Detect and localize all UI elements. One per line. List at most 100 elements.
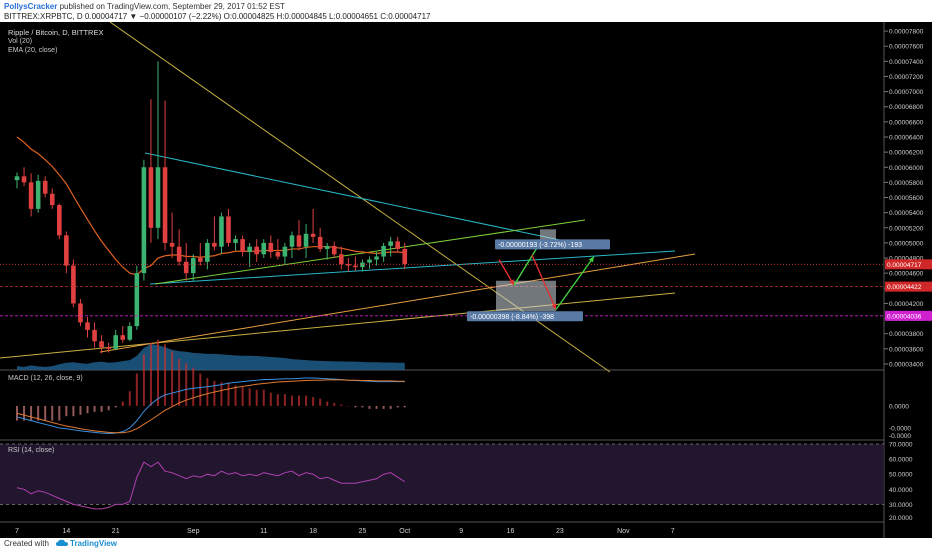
candle-body [85, 322, 90, 330]
macd-histogram-bar [220, 382, 223, 406]
candle-body [92, 329, 97, 342]
measure-label-lower: -0.00000398 (-8.84%) -398 [470, 314, 554, 321]
macd-histogram-bar [403, 405, 406, 408]
macd-histogram-bar [319, 398, 322, 406]
macd-histogram-bar [185, 363, 188, 406]
candle-body [324, 245, 330, 249]
candle-body [374, 256, 379, 260]
legend-title: Ripple / Bitcoin, D, BITTREX [8, 28, 104, 37]
macd-histogram-bar [361, 405, 364, 408]
macd-line [16, 377, 405, 434]
date-tick-label: 11 [260, 528, 267, 535]
macd-histogram-bar [248, 388, 251, 406]
macd-histogram-bar [171, 351, 174, 406]
macd-histogram-bar [255, 389, 258, 406]
candle-body [219, 216, 224, 247]
macd-histogram-bar [305, 395, 308, 406]
chart-area[interactable]: 0.00007800 0.00007600 0.00007400 0.00007200… [0, 22, 932, 538]
tradingview-brand[interactable]: TradingView [56, 538, 117, 548]
candle-body [296, 235, 302, 247]
candle-body [148, 167, 154, 228]
candle-body [162, 167, 168, 243]
macd-histogram-bar [114, 405, 117, 408]
date-tick-label: Oct [399, 528, 410, 535]
symbol-text: BITTREX:XRPBTC, D [4, 12, 83, 21]
tradingview-label: TradingView [70, 539, 117, 548]
price-tick-label: 0.00005800 [889, 180, 924, 187]
candle-body [155, 167, 161, 228]
legend-rsi: RSI (14, close) [8, 447, 55, 454]
price-tick-label: 0.00005000 [889, 240, 924, 247]
candle-body [275, 251, 281, 257]
macd-histogram-bar [241, 386, 244, 406]
candle-body [176, 246, 182, 262]
macd-histogram-bar [290, 395, 293, 406]
candle-body [78, 303, 83, 323]
chart-svg[interactable]: 0.00007800 0.00007600 0.00007400 0.00007200… [0, 22, 932, 538]
candle-body [268, 242, 274, 252]
price-tag-target1-bg [885, 281, 932, 292]
candle-body [14, 176, 20, 181]
price-tick-label: 0.00007000 [889, 89, 924, 96]
candle-body [254, 246, 259, 255]
candle-body [226, 216, 231, 243]
trendline-resistance-teal [144, 152, 561, 241]
macd-histogram-bar [93, 405, 96, 412]
measure-label-upper-bg [495, 239, 610, 250]
price-tick-label: 0.00006000 [889, 165, 924, 172]
macd-histogram-bar [192, 367, 195, 406]
trendline-green [154, 219, 586, 285]
macd-histogram-bar [276, 394, 279, 406]
legend-vol: Vol (20) [8, 38, 33, 45]
candle-body [367, 259, 372, 263]
candle-body [360, 262, 365, 268]
macd-histogram-bar [157, 339, 159, 406]
price-tick-label: 0.00006200 [889, 150, 924, 157]
macd-histogram-bar [164, 344, 167, 406]
candle-body [21, 176, 27, 183]
candle-body [388, 241, 393, 246]
candle-body [120, 335, 126, 340]
macd-histogram-bar [269, 392, 272, 406]
candle-body [205, 242, 210, 262]
macd-histogram-bar [178, 358, 181, 406]
macd-histogram-bar [326, 401, 329, 406]
candle-body [106, 347, 111, 349]
macd-histogram-bar [298, 395, 300, 406]
cloud-icon [56, 539, 68, 546]
price-tag-last-bg [885, 259, 932, 270]
macd-histogram-bar [58, 405, 61, 421]
measure-box-lower [496, 280, 556, 311]
ema-line [16, 136, 405, 276]
macd-histogram-bar [389, 405, 392, 409]
candle-body [317, 236, 323, 249]
macd-histogram-bar [142, 354, 145, 406]
candle-body [113, 335, 118, 349]
author-name[interactable]: PollysCracker [4, 2, 58, 11]
macd-tick-label: -0.0000 [889, 425, 911, 432]
candle-body [71, 265, 76, 304]
footer: Created with TradingView [0, 538, 932, 550]
rsi-line [16, 461, 406, 510]
macd-histogram-bar [347, 405, 350, 407]
candle-body [42, 180, 48, 194]
publish-line: PollysCracker published on TradingView.c… [4, 2, 285, 11]
arrow-up-green-head [588, 256, 594, 263]
price-tick-label: 0.00005600 [889, 195, 924, 202]
macd-signal-line [16, 379, 405, 434]
date-tick-label: 16 [507, 528, 515, 535]
candle-body [353, 265, 358, 268]
candle-body [247, 246, 252, 252]
macd-histogram-bar [199, 373, 202, 406]
candle-body [64, 235, 69, 266]
macd-histogram-bar [23, 405, 26, 421]
candle-body [331, 245, 337, 255]
trendline-support-yellow [0, 292, 676, 359]
candle-body [303, 233, 309, 247]
trendline-support-orange [99, 253, 696, 353]
price-tag-last: 0.00004717 [887, 262, 922, 269]
macd-histogram-bar [65, 405, 68, 417]
symbol-line: BITTREX:XRPBTC, D 0.00004717 ▼ −0.000001… [4, 12, 430, 21]
price-tick-label: 0.00006600 [889, 119, 924, 126]
candle-body [289, 235, 295, 247]
